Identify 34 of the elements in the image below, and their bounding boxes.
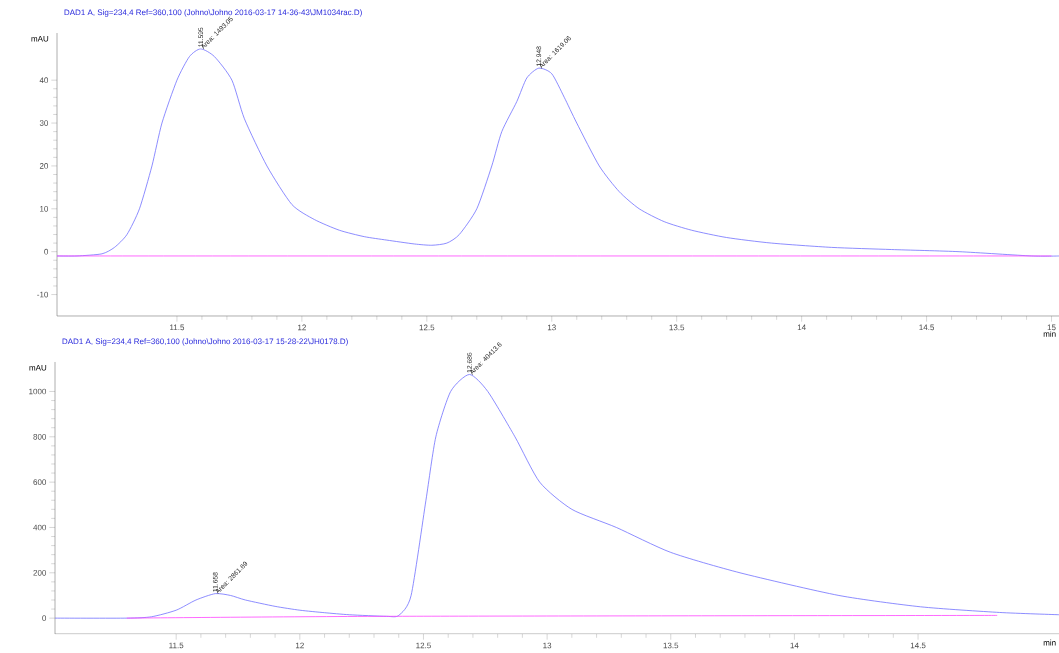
x-tick-label: 12.5 xyxy=(416,642,431,649)
y-tick-label: 10 xyxy=(40,205,49,212)
y-tick-label: 800 xyxy=(33,433,47,440)
y-tick-label: 40 xyxy=(39,77,49,84)
x-tick-label: 14.5 xyxy=(919,324,935,331)
y-tick-label: -10 xyxy=(37,291,49,298)
y-tick-label: 0 xyxy=(42,615,47,621)
x-tick-label: 14.5 xyxy=(910,642,926,649)
x-tick-label: 15 xyxy=(1047,324,1056,331)
y-tick-label: 1000 xyxy=(29,388,47,395)
y-tick-label: 400 xyxy=(33,524,47,531)
y-axis-title: mAU xyxy=(29,364,47,371)
x-axis-title: min xyxy=(1043,330,1056,337)
chart-title: DAD1 A, Sig=234,4 Ref=360,100 (Johno\Johno 2016-03-17 14-36-43\JM1034rac.D) xyxy=(64,9,362,17)
x-tick-label: 13.5 xyxy=(669,324,685,331)
x-tick-label: 12 xyxy=(295,642,304,649)
x-tick-label: 14 xyxy=(797,324,806,331)
x-axis-title: min xyxy=(1043,639,1056,646)
y-tick-label: 30 xyxy=(39,120,49,126)
x-tick-label: 12.5 xyxy=(419,324,435,331)
x-tick-label: 11.5 xyxy=(170,324,185,331)
y-tick-label: 20 xyxy=(39,163,49,169)
x-tick-label: 12 xyxy=(298,324,306,331)
y-axis-title: mAU xyxy=(31,35,49,42)
x-tick-label: 14 xyxy=(790,642,799,649)
chart-title: DAD1 A, Sig=234,4 Ref=360,100 (Johno\Johno 2016-03-17 15-28-22\JH0178.D) xyxy=(62,338,348,346)
y-tick-label: 200 xyxy=(33,569,47,576)
y-tick-label: 0 xyxy=(44,248,49,255)
x-tick-label: 11.5 xyxy=(169,642,184,649)
x-tick-label: 13.5 xyxy=(663,642,679,649)
x-tick-label: 13 xyxy=(543,642,552,649)
y-tick-label: 600 xyxy=(33,479,47,485)
line-series xyxy=(55,374,1059,619)
x-tick-label: 13 xyxy=(547,324,556,331)
